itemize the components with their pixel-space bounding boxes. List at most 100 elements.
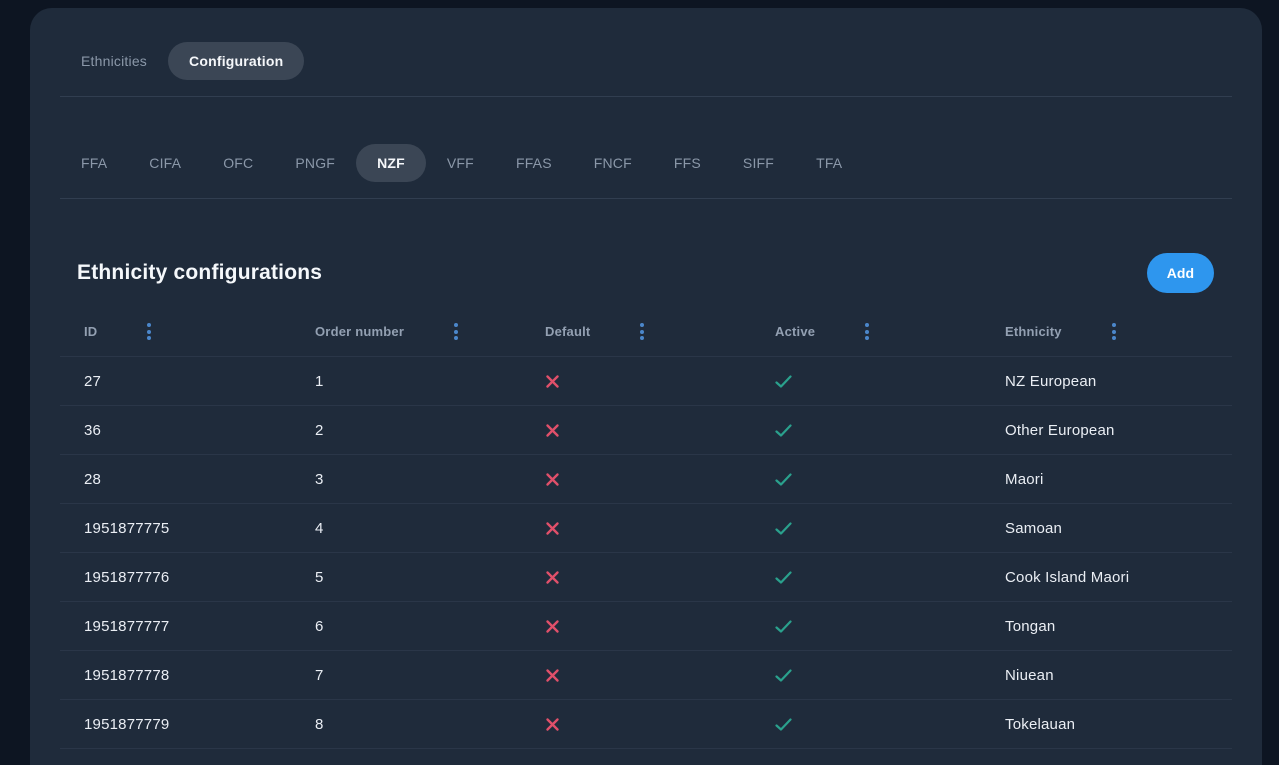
federation-tab-ofc[interactable]: OFC	[202, 144, 274, 182]
cell-default	[545, 717, 775, 732]
federation-tab-ffs[interactable]: FFS	[653, 144, 722, 182]
table-row: 27 1 NZ European	[60, 356, 1232, 405]
cell-active	[775, 570, 1005, 584]
table-row	[60, 748, 1232, 765]
cell-default	[545, 619, 775, 634]
cell-order-number: 2	[315, 421, 324, 439]
cell-id: 1951877778	[84, 666, 170, 684]
cross-icon	[545, 619, 560, 634]
cell-order-number: 4	[315, 519, 324, 537]
menu-dot	[454, 323, 459, 327]
check-icon	[775, 717, 792, 731]
table-row: 1951877775 4 Samoan	[60, 503, 1232, 552]
column-header-order-number: Order number	[315, 321, 545, 342]
content-card: Ethnicities Configuration FFA CIFA OFC PNGF N…	[30, 8, 1262, 765]
cell-order-number: 1	[315, 372, 324, 390]
check-icon	[775, 521, 792, 535]
column-header-ethnicity: Ethnicity	[1005, 321, 1232, 342]
cross-icon	[545, 717, 560, 732]
menu-dot	[640, 336, 645, 340]
cell-default	[545, 423, 775, 438]
federation-tab-ffa[interactable]: FFA	[60, 144, 128, 182]
federation-tab-pngf[interactable]: PNGF	[274, 144, 356, 182]
table-row: 1951877776 5 Cook Island Maori	[60, 552, 1232, 601]
cell-ethnicity: Tokelauan	[1005, 715, 1076, 733]
menu-dot	[1111, 336, 1116, 340]
federation-tabs: FFA CIFA OFC PNGF NZF VFF FFAS FNCF FFS SIFF TFA	[60, 97, 1232, 198]
cell-active	[775, 423, 1005, 437]
cell-id: 27	[84, 372, 102, 390]
check-icon	[775, 619, 792, 633]
table-header-row: ID Order number Default Active Ethnicity	[60, 307, 1232, 356]
view-tabs: Ethnicities Configuration	[60, 8, 1232, 96]
column-menu-icon[interactable]	[145, 321, 153, 342]
add-button[interactable]: Add	[1146, 253, 1214, 293]
view-tab-ethnicities[interactable]: Ethnicities	[60, 42, 168, 80]
column-label: Active	[775, 324, 816, 339]
federation-tab-tfa[interactable]: TFA	[795, 144, 863, 182]
cross-icon	[545, 423, 560, 438]
table-row: 1951877778 7 Niuean	[60, 650, 1232, 699]
column-menu-icon[interactable]	[452, 321, 460, 342]
divider-federations	[60, 198, 1232, 199]
cell-active	[775, 668, 1005, 682]
cell-order-number: 7	[315, 666, 324, 684]
cell-ethnicity: Other European	[1005, 421, 1115, 439]
check-icon	[775, 472, 792, 486]
cell-order-number: 3	[315, 470, 324, 488]
cell-default	[545, 374, 775, 389]
check-icon	[775, 423, 792, 437]
table-row: 36 2 Other European	[60, 405, 1232, 454]
cell-order-number: 6	[315, 617, 324, 635]
menu-dot	[865, 329, 870, 334]
view-tab-configuration[interactable]: Configuration	[168, 42, 305, 80]
menu-dot	[1111, 329, 1116, 334]
column-label: Default	[545, 324, 591, 339]
ethnicity-configurations-table: ID Order number Default Active Ethnicity 27 1…	[60, 307, 1232, 765]
cell-ethnicity: Samoan	[1005, 519, 1063, 537]
federation-tab-fncf[interactable]: FNCF	[573, 144, 653, 182]
cell-ethnicity: Maori	[1005, 470, 1044, 488]
cell-ethnicity: Cook Island Maori	[1005, 568, 1130, 586]
cell-id: 1951877779	[84, 715, 170, 733]
cell-id: 1951877776	[84, 568, 170, 586]
column-label: Ethnicity	[1005, 324, 1062, 339]
cell-ethnicity: NZ European	[1005, 372, 1097, 390]
check-icon	[775, 374, 792, 388]
section-header: Ethnicity configurations Add	[60, 253, 1232, 293]
cell-default	[545, 570, 775, 585]
column-header-default: Default	[545, 321, 775, 342]
menu-dot	[454, 336, 459, 340]
menu-dot	[865, 323, 870, 327]
cell-active	[775, 472, 1005, 486]
table-body: 27 1 NZ European 36 2 Other European 28 3 Maori 1…	[60, 356, 1232, 765]
cross-icon	[545, 570, 560, 585]
cell-default	[545, 521, 775, 536]
column-label: Order number	[315, 324, 405, 339]
federation-tab-cifa[interactable]: CIFA	[128, 144, 202, 182]
menu-dot	[865, 336, 870, 340]
page-title: Ethnicity configurations	[77, 261, 323, 284]
menu-dot	[147, 336, 152, 340]
table-row: 1951877777 6 Tongan	[60, 601, 1232, 650]
cross-icon	[545, 521, 560, 536]
cross-icon	[545, 374, 560, 389]
column-menu-icon[interactable]	[863, 321, 871, 342]
column-header-active: Active	[775, 321, 1005, 342]
table-row: 1951877779 8 Tokelauan	[60, 699, 1232, 748]
federation-tab-ffas[interactable]: FFAS	[495, 144, 573, 182]
cell-ethnicity: Tongan	[1005, 617, 1056, 635]
column-menu-icon[interactable]	[638, 321, 646, 342]
column-menu-icon[interactable]	[1110, 321, 1118, 342]
cell-id: 36	[84, 421, 102, 439]
cell-id: 1951877777	[84, 617, 170, 635]
federation-tab-vff[interactable]: VFF	[426, 144, 495, 182]
cell-default	[545, 472, 775, 487]
cell-active	[775, 374, 1005, 388]
table-row: 28 3 Maori	[60, 454, 1232, 503]
federation-tab-siff[interactable]: SIFF	[722, 144, 795, 182]
cell-ethnicity: Niuean	[1005, 666, 1054, 684]
cross-icon	[545, 668, 560, 683]
federation-tab-nzf[interactable]: NZF	[356, 143, 426, 182]
menu-dot	[147, 323, 152, 327]
